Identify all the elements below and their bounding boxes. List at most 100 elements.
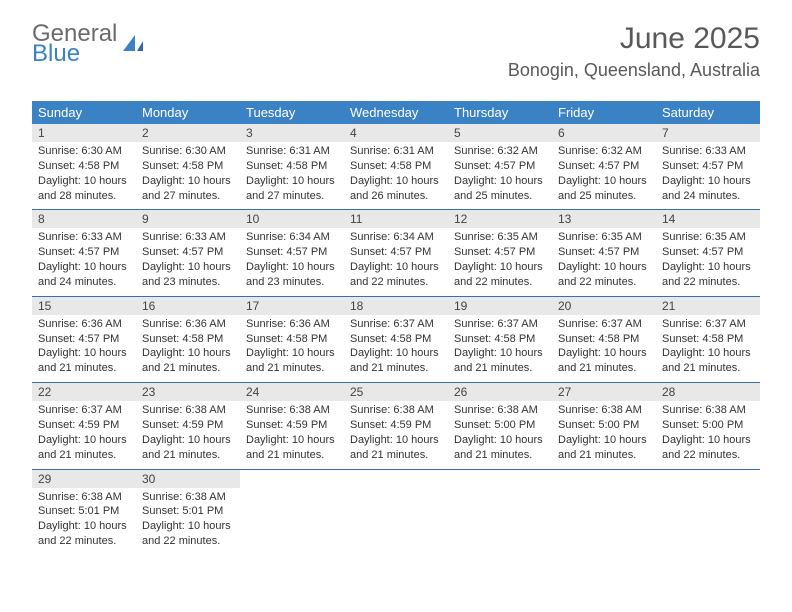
daylight-line: Daylight: 10 hours and 21 minutes.: [246, 433, 338, 463]
sunrise-line: Sunrise: 6:38 AM: [142, 403, 234, 418]
day-details: Sunrise: 6:37 AMSunset: 4:59 PMDaylight:…: [32, 401, 136, 462]
weekday-header-row: SundayMondayTuesdayWednesdayThursdayFrid…: [32, 101, 760, 124]
sunrise-line: Sunrise: 6:38 AM: [558, 403, 650, 418]
day-details: Sunrise: 6:37 AMSunset: 4:58 PMDaylight:…: [656, 315, 760, 376]
sunrise-line: Sunrise: 6:31 AM: [246, 144, 338, 159]
brand-logo: General Blue: [32, 22, 147, 66]
day-cell: [656, 470, 760, 555]
sunrise-line: Sunrise: 6:33 AM: [38, 230, 130, 245]
daylight-line: Daylight: 10 hours and 21 minutes.: [454, 433, 546, 463]
weekday-header: Wednesday: [344, 101, 448, 124]
day-cell: 4Sunrise: 6:31 AMSunset: 4:58 PMDaylight…: [344, 124, 448, 209]
sunrise-line: Sunrise: 6:37 AM: [662, 317, 754, 332]
day-details: Sunrise: 6:30 AMSunset: 4:58 PMDaylight:…: [32, 142, 136, 203]
sunset-line: Sunset: 4:57 PM: [38, 332, 130, 347]
sunrise-line: Sunrise: 6:36 AM: [142, 317, 234, 332]
daylight-line: Daylight: 10 hours and 21 minutes.: [38, 346, 130, 376]
day-cell: 24Sunrise: 6:38 AMSunset: 4:59 PMDayligh…: [240, 383, 344, 468]
title-block: June 2025 Bonogin, Queensland, Australia: [508, 22, 760, 81]
day-details: Sunrise: 6:34 AMSunset: 4:57 PMDaylight:…: [344, 228, 448, 289]
daylight-line: Daylight: 10 hours and 25 minutes.: [558, 174, 650, 204]
page-header: General Blue June 2025 Bonogin, Queensla…: [0, 0, 792, 89]
day-details: Sunrise: 6:37 AMSunset: 4:58 PMDaylight:…: [448, 315, 552, 376]
week-row: 15Sunrise: 6:36 AMSunset: 4:57 PMDayligh…: [32, 297, 760, 383]
sunset-line: Sunset: 4:57 PM: [246, 245, 338, 260]
day-cell: 2Sunrise: 6:30 AMSunset: 4:58 PMDaylight…: [136, 124, 240, 209]
day-cell: 17Sunrise: 6:36 AMSunset: 4:58 PMDayligh…: [240, 297, 344, 382]
day-details: Sunrise: 6:30 AMSunset: 4:58 PMDaylight:…: [136, 142, 240, 203]
sunset-line: Sunset: 4:59 PM: [246, 418, 338, 433]
sunrise-line: Sunrise: 6:31 AM: [350, 144, 442, 159]
day-cell: 11Sunrise: 6:34 AMSunset: 4:57 PMDayligh…: [344, 210, 448, 295]
day-cell: [448, 470, 552, 555]
day-number: 12: [448, 210, 552, 228]
location: Bonogin, Queensland, Australia: [508, 60, 760, 81]
sunset-line: Sunset: 4:57 PM: [558, 245, 650, 260]
daylight-line: Daylight: 10 hours and 27 minutes.: [246, 174, 338, 204]
day-number: 29: [32, 470, 136, 488]
daylight-line: Daylight: 10 hours and 22 minutes.: [558, 260, 650, 290]
daylight-line: Daylight: 10 hours and 23 minutes.: [142, 260, 234, 290]
week-row: 29Sunrise: 6:38 AMSunset: 5:01 PMDayligh…: [32, 470, 760, 555]
sunrise-line: Sunrise: 6:35 AM: [454, 230, 546, 245]
day-number: 24: [240, 383, 344, 401]
day-number: 2: [136, 124, 240, 142]
day-cell: 18Sunrise: 6:37 AMSunset: 4:58 PMDayligh…: [344, 297, 448, 382]
week-row: 8Sunrise: 6:33 AMSunset: 4:57 PMDaylight…: [32, 210, 760, 296]
day-details: Sunrise: 6:35 AMSunset: 4:57 PMDaylight:…: [656, 228, 760, 289]
day-details: Sunrise: 6:38 AMSunset: 5:01 PMDaylight:…: [136, 488, 240, 549]
day-cell: 6Sunrise: 6:32 AMSunset: 4:57 PMDaylight…: [552, 124, 656, 209]
day-details: Sunrise: 6:33 AMSunset: 4:57 PMDaylight:…: [656, 142, 760, 203]
daylight-line: Daylight: 10 hours and 22 minutes.: [662, 433, 754, 463]
daylight-line: Daylight: 10 hours and 21 minutes.: [142, 433, 234, 463]
sunset-line: Sunset: 4:59 PM: [350, 418, 442, 433]
daylight-line: Daylight: 10 hours and 21 minutes.: [454, 346, 546, 376]
day-details: Sunrise: 6:36 AMSunset: 4:58 PMDaylight:…: [240, 315, 344, 376]
day-details: Sunrise: 6:32 AMSunset: 4:57 PMDaylight:…: [552, 142, 656, 203]
sunset-line: Sunset: 4:58 PM: [246, 159, 338, 174]
daylight-line: Daylight: 10 hours and 21 minutes.: [662, 346, 754, 376]
sunrise-line: Sunrise: 6:38 AM: [454, 403, 546, 418]
month-title: June 2025: [508, 22, 760, 56]
daylight-line: Daylight: 10 hours and 21 minutes.: [38, 433, 130, 463]
daylight-line: Daylight: 10 hours and 27 minutes.: [142, 174, 234, 204]
weekday-header: Tuesday: [240, 101, 344, 124]
day-details: Sunrise: 6:32 AMSunset: 4:57 PMDaylight:…: [448, 142, 552, 203]
daylight-line: Daylight: 10 hours and 25 minutes.: [454, 174, 546, 204]
sunrise-line: Sunrise: 6:37 AM: [38, 403, 130, 418]
day-cell: [240, 470, 344, 555]
day-details: Sunrise: 6:38 AMSunset: 4:59 PMDaylight:…: [344, 401, 448, 462]
day-cell: 21Sunrise: 6:37 AMSunset: 4:58 PMDayligh…: [656, 297, 760, 382]
day-cell: 19Sunrise: 6:37 AMSunset: 4:58 PMDayligh…: [448, 297, 552, 382]
sunrise-line: Sunrise: 6:36 AM: [246, 317, 338, 332]
day-number: [552, 470, 656, 488]
sunrise-line: Sunrise: 6:38 AM: [38, 490, 130, 505]
day-cell: 25Sunrise: 6:38 AMSunset: 4:59 PMDayligh…: [344, 383, 448, 468]
sunset-line: Sunset: 4:57 PM: [454, 245, 546, 260]
brand-part2: Blue: [32, 42, 117, 66]
daylight-line: Daylight: 10 hours and 21 minutes.: [350, 433, 442, 463]
day-cell: 15Sunrise: 6:36 AMSunset: 4:57 PMDayligh…: [32, 297, 136, 382]
day-details: Sunrise: 6:34 AMSunset: 4:57 PMDaylight:…: [240, 228, 344, 289]
calendar-grid: SundayMondayTuesdayWednesdayThursdayFrid…: [32, 101, 760, 555]
day-details: Sunrise: 6:35 AMSunset: 4:57 PMDaylight:…: [448, 228, 552, 289]
day-cell: 20Sunrise: 6:37 AMSunset: 4:58 PMDayligh…: [552, 297, 656, 382]
weekday-header: Monday: [136, 101, 240, 124]
day-cell: 30Sunrise: 6:38 AMSunset: 5:01 PMDayligh…: [136, 470, 240, 555]
sunrise-line: Sunrise: 6:33 AM: [142, 230, 234, 245]
day-number: 20: [552, 297, 656, 315]
sunset-line: Sunset: 4:57 PM: [662, 159, 754, 174]
day-cell: 28Sunrise: 6:38 AMSunset: 5:00 PMDayligh…: [656, 383, 760, 468]
sunset-line: Sunset: 5:00 PM: [662, 418, 754, 433]
day-number: [448, 470, 552, 488]
day-number: 9: [136, 210, 240, 228]
sunrise-line: Sunrise: 6:37 AM: [350, 317, 442, 332]
day-cell: 12Sunrise: 6:35 AMSunset: 4:57 PMDayligh…: [448, 210, 552, 295]
day-cell: 13Sunrise: 6:35 AMSunset: 4:57 PMDayligh…: [552, 210, 656, 295]
sunset-line: Sunset: 4:57 PM: [662, 245, 754, 260]
sunset-line: Sunset: 4:58 PM: [246, 332, 338, 347]
weekday-header: Thursday: [448, 101, 552, 124]
sunrise-line: Sunrise: 6:35 AM: [558, 230, 650, 245]
day-details: Sunrise: 6:31 AMSunset: 4:58 PMDaylight:…: [240, 142, 344, 203]
weeks-container: 1Sunrise: 6:30 AMSunset: 4:58 PMDaylight…: [32, 124, 760, 555]
